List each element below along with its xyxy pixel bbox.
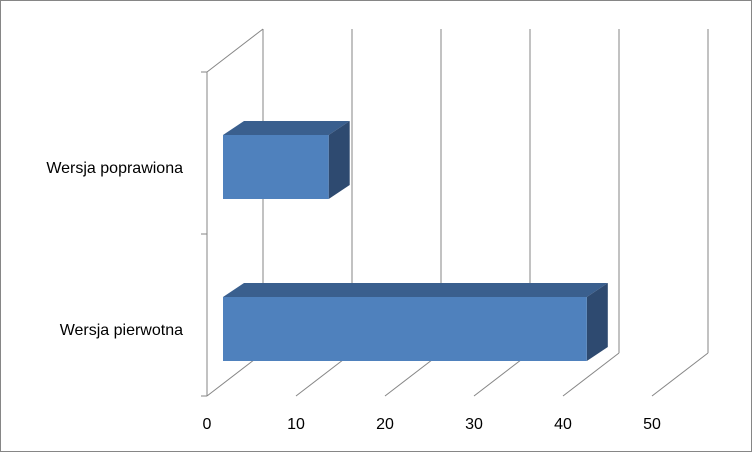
x-tick-label: 10 <box>287 416 305 433</box>
x-tick-label: 20 <box>376 416 394 433</box>
labels: 0 10 20 30 40 50 Wersja poprawiona Wersja pierw… <box>46 160 661 433</box>
bar-front-face <box>223 135 329 199</box>
bar-side-face <box>328 121 350 199</box>
bar-2 <box>223 283 608 361</box>
category-label: Wersja pierwotna <box>60 322 183 339</box>
bar-front-face <box>223 297 587 361</box>
gridline-floor <box>562 352 620 397</box>
x-tick-label: 40 <box>554 416 572 433</box>
side-wall-top-edge <box>206 28 264 73</box>
bar-1 <box>223 121 350 199</box>
bar-side-face <box>586 283 608 361</box>
bar-top-face <box>223 121 350 135</box>
x-tick-label: 30 <box>465 416 483 433</box>
axes <box>201 28 264 397</box>
x-tick-label: 50 <box>643 416 661 433</box>
gridline-floor <box>651 352 709 397</box>
gridlines <box>206 29 709 397</box>
bars <box>223 121 608 361</box>
bar-top-face <box>223 283 608 297</box>
category-label: Wersja poprawiona <box>46 160 183 177</box>
x-tick-label: 0 <box>203 416 212 433</box>
